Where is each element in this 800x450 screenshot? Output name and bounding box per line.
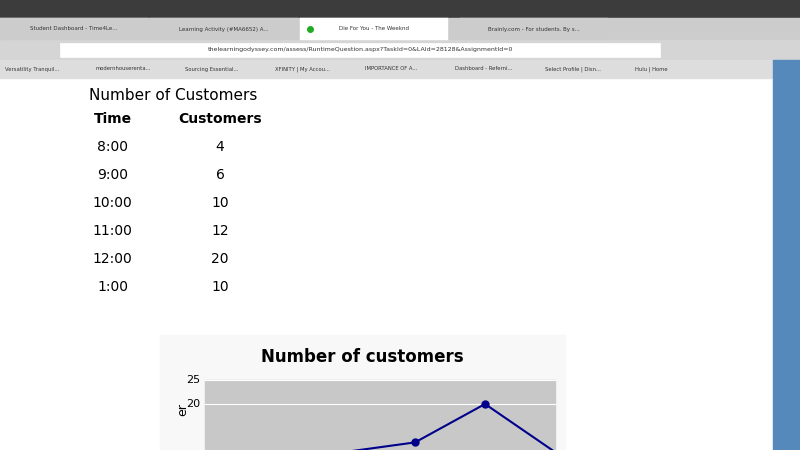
Text: 10:00: 10:00 <box>93 196 132 210</box>
Bar <box>65 245 160 273</box>
Bar <box>160 335 565 450</box>
Bar <box>150 18 298 40</box>
Bar <box>65 161 160 189</box>
Bar <box>160 161 280 189</box>
Text: Learning Activity (#MA6652) A...: Learning Activity (#MA6652) A... <box>179 27 269 32</box>
Bar <box>65 105 160 133</box>
Text: 6: 6 <box>215 168 225 182</box>
Text: thelearningodyssey.com/assess/RuntimeQuestion.aspx?TaskId=0&LAId=28128&Assignmen: thelearningodyssey.com/assess/RuntimeQue… <box>207 48 513 53</box>
Text: Student Dashboard - Time4Le...: Student Dashboard - Time4Le... <box>30 27 118 32</box>
Text: XFINITY | My Accou...: XFINITY | My Accou... <box>275 66 330 72</box>
Text: 25: 25 <box>186 375 200 385</box>
Bar <box>0 0 800 18</box>
Bar <box>65 189 160 217</box>
Bar <box>160 273 280 301</box>
Text: Dashboard - Referni...: Dashboard - Referni... <box>455 67 512 72</box>
Text: Sourcing Essential...: Sourcing Essential... <box>185 67 238 72</box>
Bar <box>300 18 448 40</box>
Text: Time: Time <box>94 112 131 126</box>
Bar <box>773 60 800 450</box>
Bar <box>65 217 160 245</box>
Text: 4: 4 <box>216 140 224 154</box>
Text: Customers: Customers <box>178 112 262 126</box>
Text: 8:00: 8:00 <box>97 140 128 154</box>
Bar <box>65 273 160 301</box>
Bar <box>460 18 608 40</box>
Bar <box>160 105 280 133</box>
Bar <box>60 43 660 57</box>
Text: Versatility Tranquil...: Versatility Tranquil... <box>5 67 59 72</box>
Bar <box>205 380 555 450</box>
Text: 20: 20 <box>211 252 229 266</box>
Bar <box>0 18 800 40</box>
Text: 12: 12 <box>211 224 229 238</box>
Bar <box>160 217 280 245</box>
Text: 9:00: 9:00 <box>97 168 128 182</box>
Text: Hulu | Home: Hulu | Home <box>635 66 668 72</box>
Text: Number of customers: Number of customers <box>261 348 464 366</box>
Text: Number of Customers: Number of Customers <box>89 87 257 103</box>
Bar <box>160 133 280 161</box>
Bar <box>160 189 280 217</box>
Bar <box>65 133 160 161</box>
Bar <box>0 40 800 60</box>
Text: IMPORTANCE OF A...: IMPORTANCE OF A... <box>365 67 418 72</box>
Bar <box>0 60 800 78</box>
Text: Die For You - The Weeknd: Die For You - The Weeknd <box>339 27 409 32</box>
Text: modernhouserenta...: modernhouserenta... <box>95 67 150 72</box>
Text: Select Profile | Disn...: Select Profile | Disn... <box>545 66 601 72</box>
Text: 20: 20 <box>186 399 200 409</box>
Text: 10: 10 <box>211 280 229 294</box>
Bar <box>0 78 773 450</box>
Text: Brainly.com - For students. By s...: Brainly.com - For students. By s... <box>488 27 580 32</box>
Bar <box>0 18 148 40</box>
Text: er: er <box>177 404 190 416</box>
Bar <box>160 245 280 273</box>
Text: 11:00: 11:00 <box>93 224 133 238</box>
Text: 1:00: 1:00 <box>97 280 128 294</box>
Text: 12:00: 12:00 <box>93 252 132 266</box>
Text: 10: 10 <box>211 196 229 210</box>
